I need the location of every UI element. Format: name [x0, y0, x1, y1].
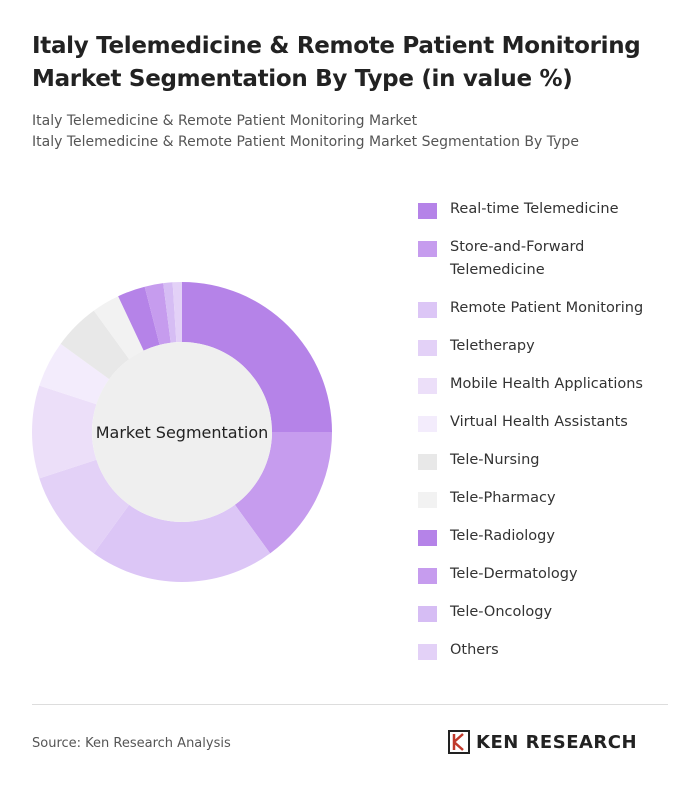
subtitle: Italy Telemedicine & Remote Patient Moni…	[32, 113, 418, 129]
legend-swatch	[418, 644, 437, 660]
legend-swatch	[418, 241, 437, 257]
donut-chart: Market Segmentation	[32, 282, 332, 582]
donut-slice	[32, 385, 97, 479]
donut-slice	[93, 504, 271, 582]
legend-label: Real-time Telemedicine	[450, 201, 619, 217]
legend-item: Virtual Health Assistants	[418, 411, 678, 434]
legend-swatch	[418, 378, 437, 394]
donut-slice	[163, 282, 177, 343]
legend-label: Mobile Health Applications	[450, 376, 643, 392]
donut-slice	[144, 283, 171, 345]
legend-label: Others	[450, 642, 499, 658]
legend-swatch	[418, 416, 437, 432]
legend-item: Tele-Oncology	[418, 601, 678, 624]
legend-swatch	[418, 302, 437, 318]
legend-label: Remote Patient Monitoring	[450, 300, 644, 316]
legend-swatch	[418, 454, 437, 470]
legend-label: Store-and-Forward Telemedicine	[450, 239, 585, 278]
legend-label: Tele-Pharmacy	[450, 490, 556, 506]
legend-item: Store-and-Forward Telemedicine	[418, 236, 678, 282]
donut-slice	[60, 310, 130, 380]
legend-swatch	[418, 530, 437, 546]
center-label: Market Segmentation	[96, 423, 269, 442]
donut-slice	[39, 459, 130, 554]
logo-icon	[448, 730, 470, 754]
legend-item: Tele-Radiology	[418, 525, 678, 548]
legend-swatch	[418, 606, 437, 622]
donut-slice	[182, 282, 332, 432]
source: Source: Ken Research Analysis	[32, 736, 231, 751]
legend-item: Others	[418, 639, 678, 662]
logo: KEN RESEARCH	[448, 730, 637, 754]
legend-label: Virtual Health Assistants	[450, 414, 628, 430]
donut-hole	[92, 342, 272, 522]
donut-slice	[172, 282, 182, 343]
donut-slice	[93, 296, 144, 360]
logo-text: KEN RESEARCH	[476, 731, 638, 753]
legend-item: Real-time Telemedicine	[418, 198, 678, 221]
legend-label: Tele-Radiology	[450, 528, 555, 544]
subtitle: Italy Telemedicine & Remote Patient Moni…	[32, 134, 579, 150]
legend-swatch	[418, 492, 437, 508]
donut-slice	[234, 432, 332, 554]
donut-slice	[39, 343, 110, 405]
legend-label: Teletherapy	[450, 338, 535, 354]
legend-swatch	[418, 340, 437, 356]
legend-item: Teletherapy	[418, 335, 678, 358]
legend: Real-time Telemedicine Store-and-Forward …	[418, 198, 678, 677]
legend-item: Tele-Nursing	[418, 449, 678, 472]
legend-item: Remote Patient Monitoring	[418, 297, 678, 320]
legend-item: Mobile Health Applications	[418, 373, 678, 396]
legend-swatch	[418, 568, 437, 584]
divider	[32, 704, 668, 705]
title: Italy Telemedicine & Remote Patient Moni…	[32, 33, 641, 92]
legend-swatch	[418, 203, 437, 219]
legend-label: Tele-Dermatology	[450, 566, 578, 582]
legend-item: Tele-Pharmacy	[418, 487, 678, 510]
donut-slice	[118, 286, 160, 351]
legend-label: Tele-Oncology	[450, 604, 553, 620]
legend-label: Tele-Nursing	[450, 452, 540, 468]
legend-item: Tele-Dermatology	[418, 563, 678, 586]
